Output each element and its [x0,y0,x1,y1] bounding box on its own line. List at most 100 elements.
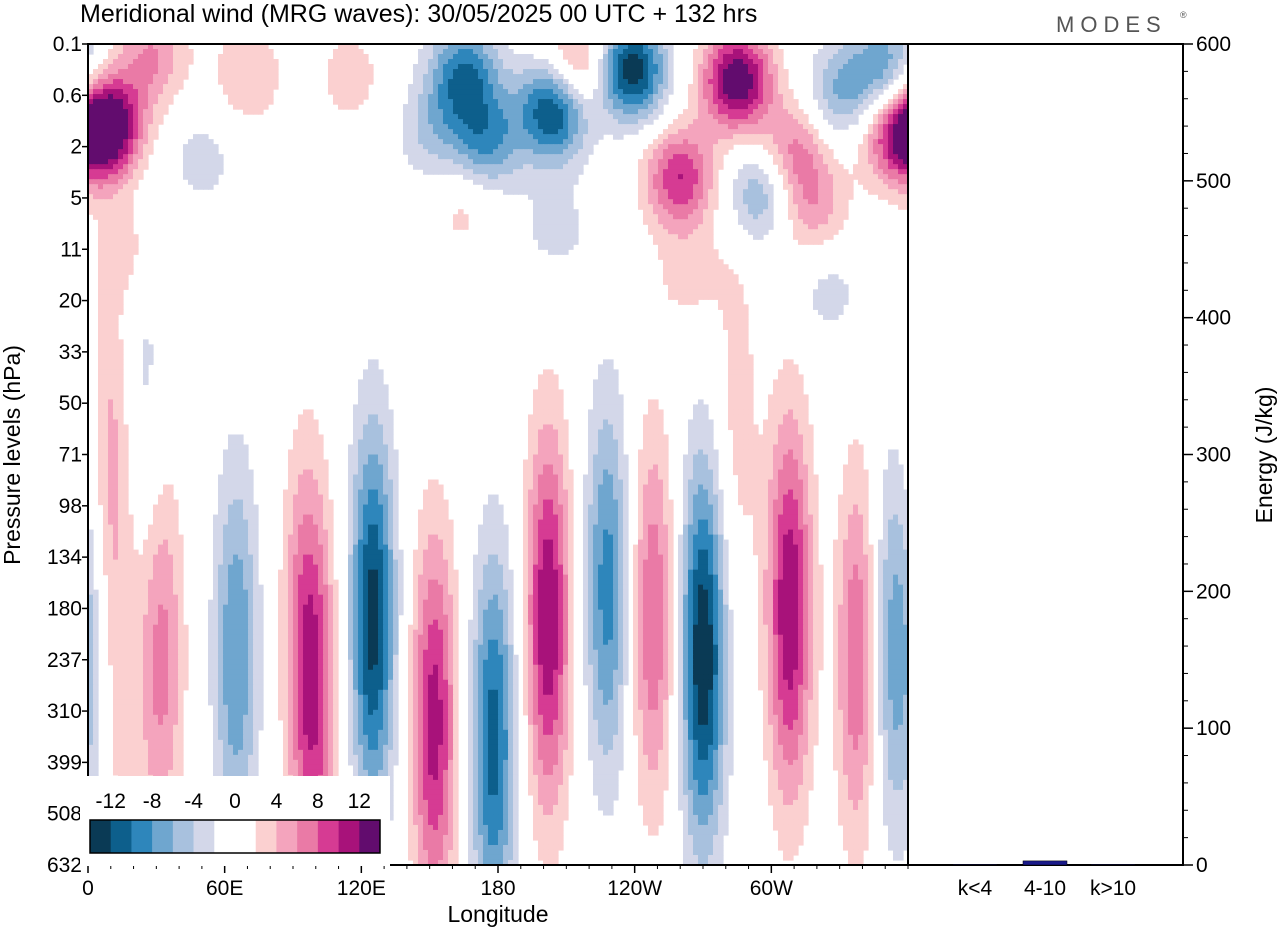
heatmap-cell [608,74,614,80]
heatmap-cell [363,419,369,426]
heatmap-cell [738,119,744,125]
heatmap-cell [648,184,654,190]
heatmap-cell [223,69,229,75]
heatmap-cell [528,174,534,180]
heatmap-cell [903,129,908,135]
heatmap-cell [838,94,844,100]
heatmap-cell [828,164,834,170]
heatmap-cell [878,64,884,70]
heatmap-cell [438,94,444,100]
heatmap-cell [863,179,869,185]
heatmap-cell [813,214,819,220]
heatmap-cell [443,94,449,100]
heatmap-cell [118,429,124,436]
heatmap-cell [133,74,139,80]
heatmap-cell [713,194,719,200]
heatmap-cell [658,219,664,225]
heatmap-cell [698,424,704,431]
heatmap-cell [693,139,699,145]
heatmap-cell [123,279,129,285]
heatmap-cell [478,169,484,175]
heatmap-cell [668,229,674,235]
heatmap-cell [343,44,349,50]
heatmap-cell [508,139,514,145]
heatmap-cell [833,64,839,70]
heatmap-cell [708,54,714,60]
heatmap-cell [463,159,469,165]
heatmap-cell [728,424,734,431]
heatmap-cell [608,359,614,365]
heatmap-cell [473,94,479,100]
heatmap-cell [568,54,574,60]
heatmap-cell [763,424,769,431]
heatmap-cell [783,369,789,376]
heatmap-cell [773,49,779,55]
heatmap-cell [133,149,139,155]
heatmap-cell [858,74,864,80]
heatmap-cell [898,149,904,155]
heatmap-cell [108,224,114,230]
heatmap-cell [373,384,379,391]
heatmap-cell [658,49,664,55]
heatmap-cell [573,209,579,215]
heatmap-cell [498,104,504,110]
heatmap-cell [93,94,99,100]
heatmap-cell [858,159,864,165]
heatmap-cell [753,204,759,210]
heatmap-cell [623,84,629,90]
heatmap-cell [683,234,689,240]
heatmap-cell [538,239,544,245]
heatmap-cell [313,424,319,431]
heatmap-cell [573,109,579,115]
heatmap-cell [553,424,559,431]
heatmap-cell [603,374,609,381]
heatmap-cell [108,94,114,100]
heatmap-cell [698,104,704,110]
heatmap-cell [788,194,794,200]
heatmap-cell [773,159,779,165]
heatmap-cell [473,59,479,65]
heatmap-cell [863,159,869,165]
heatmap-cell [798,419,804,426]
heatmap-cell [618,134,624,140]
heatmap-cell [568,164,574,170]
heatmap-cell [563,134,569,140]
heatmap-cell [638,114,644,120]
heatmap-cell [553,144,559,150]
heatmap-cell [688,139,694,145]
heatmap-cell [683,124,689,130]
heatmap-cell [783,84,789,90]
heatmap-cell [753,199,759,205]
heatmap-cell [318,444,324,451]
heatmap-cell [768,434,774,441]
heatmap-cell [493,94,499,100]
heatmap-cell [253,49,259,55]
heatmap-cell [748,214,754,220]
heatmap-cell [778,434,784,441]
heatmap-cell [688,274,694,280]
heatmap-cell [558,139,564,145]
heatmap-cell [628,99,634,105]
heatmap-cell [448,94,454,100]
heatmap-cell [273,59,279,65]
heatmap-cell [118,254,124,260]
heatmap-cell [238,434,244,441]
heatmap-cell [148,139,154,145]
heatmap-cell [558,99,564,105]
heatmap-cell [813,129,819,135]
heatmap-cell [748,69,754,75]
heatmap-cell [473,134,479,140]
heatmap-cell [368,444,374,451]
heatmap-cell [573,219,579,225]
heatmap-cell [253,84,259,90]
heatmap-cell [703,429,709,436]
heatmap-cell [293,459,299,466]
heatmap-cell [113,449,119,456]
heatmap-cell [543,374,549,381]
heatmap-cell [543,244,549,250]
heatmap-cell [828,59,834,65]
heatmap-cell [778,169,784,175]
heatmap-cell [728,349,734,355]
heatmap-cell [838,289,844,295]
heatmap-cell [498,119,504,125]
